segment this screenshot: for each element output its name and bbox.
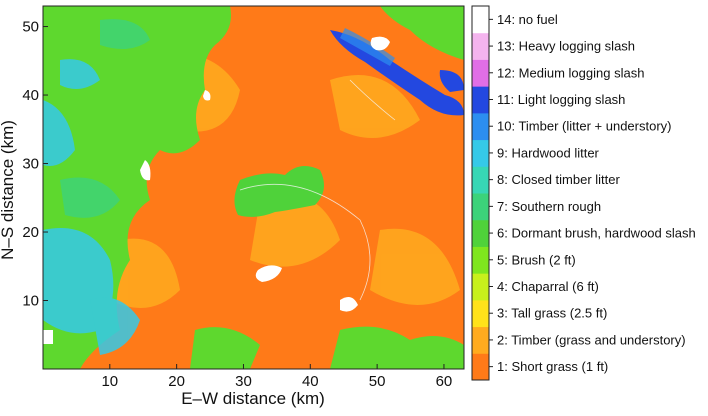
colorbar-swatch-6 bbox=[472, 219, 489, 247]
colorbar-label-7: 7: Southern rough bbox=[497, 199, 601, 214]
colorbar-legend: 1: Short grass (1 ft) 2: Timber (grass an… bbox=[471, 5, 696, 381]
plot-frame bbox=[42, 5, 465, 370]
region-hardwood-litter bbox=[43, 59, 140, 355]
colorbar-swatch-14 bbox=[472, 6, 489, 34]
x-tick-label: 20 bbox=[168, 373, 185, 390]
colorbar-swatch-13 bbox=[472, 32, 489, 60]
colorbar-swatch-3 bbox=[472, 299, 489, 328]
region-logging-slash bbox=[330, 30, 464, 116]
y-tick-label: 20 bbox=[22, 224, 39, 241]
x-axis: 10 20 30 40 50 60 bbox=[101, 364, 452, 390]
colorbar-swatch-7 bbox=[472, 193, 489, 221]
x-tick-label: 60 bbox=[436, 373, 453, 390]
colorbar-label-6: 6: Dormant brush, hardwood slash bbox=[497, 226, 696, 241]
colorbar-label-1: 1: Short grass (1 ft) bbox=[497, 359, 608, 374]
colorbar-swatch-2 bbox=[472, 326, 489, 354]
x-tick-label: 50 bbox=[369, 373, 386, 390]
colorbar-label-13: 13: Heavy logging slash bbox=[497, 39, 635, 54]
y-tick-label: 40 bbox=[22, 87, 39, 104]
region-no-fuel bbox=[43, 36, 390, 344]
y-tick-label: 30 bbox=[22, 156, 39, 173]
y-tick-label: 50 bbox=[22, 19, 39, 36]
colorbar-label-3: 3: Tall grass (2.5 ft) bbox=[497, 306, 607, 321]
colorbar-frame bbox=[471, 5, 490, 381]
y-tick-label: 10 bbox=[22, 293, 39, 310]
colorbar-swatch-10 bbox=[472, 112, 489, 141]
colorbar-label-8: 8: Closed timber litter bbox=[497, 172, 620, 187]
road-lines bbox=[239, 79, 396, 301]
colorbar-label-11: 11: Light logging slash bbox=[497, 92, 625, 107]
colorbar-label-12: 12: Medium logging slash bbox=[497, 65, 644, 80]
x-tick-label: 40 bbox=[302, 373, 319, 390]
colorbar-label-2: 2: Timber (grass and understory) bbox=[497, 332, 686, 347]
colorbar-swatch-4 bbox=[472, 273, 489, 301]
x-tick-label: 30 bbox=[235, 373, 252, 390]
colorbar-label-10: 10: Timber (litter + understory) bbox=[497, 119, 671, 134]
colorbar-label-14: 14: no fuel bbox=[497, 12, 558, 27]
region-brush-center bbox=[234, 166, 324, 217]
colorbar-label-5: 5: Brush (2 ft) bbox=[497, 252, 576, 267]
region-southern-rough bbox=[60, 19, 150, 218]
colorbar-swatch-9 bbox=[472, 139, 489, 167]
colorbar-label-4: 4: Chaparral (6 ft) bbox=[497, 279, 599, 294]
fuel-map-plot-area bbox=[43, 6, 464, 369]
x-axis-title: E–W distance (km) bbox=[181, 389, 325, 408]
colorbar-swatch-1 bbox=[472, 353, 489, 381]
colorbar-swatch-8 bbox=[472, 166, 489, 194]
region-timber-litter bbox=[340, 28, 395, 66]
colorbar-swatch-12 bbox=[472, 59, 489, 87]
x-tick-label: 10 bbox=[101, 373, 118, 390]
y-axis: 10 20 30 40 50 bbox=[22, 19, 48, 310]
colorbar-swatch-11 bbox=[472, 86, 489, 114]
colorbar-label-9: 9: Hardwood litter bbox=[497, 145, 600, 160]
y-axis-title: N–S distance (km) bbox=[0, 120, 17, 260]
colorbar-swatch-5 bbox=[472, 246, 489, 274]
